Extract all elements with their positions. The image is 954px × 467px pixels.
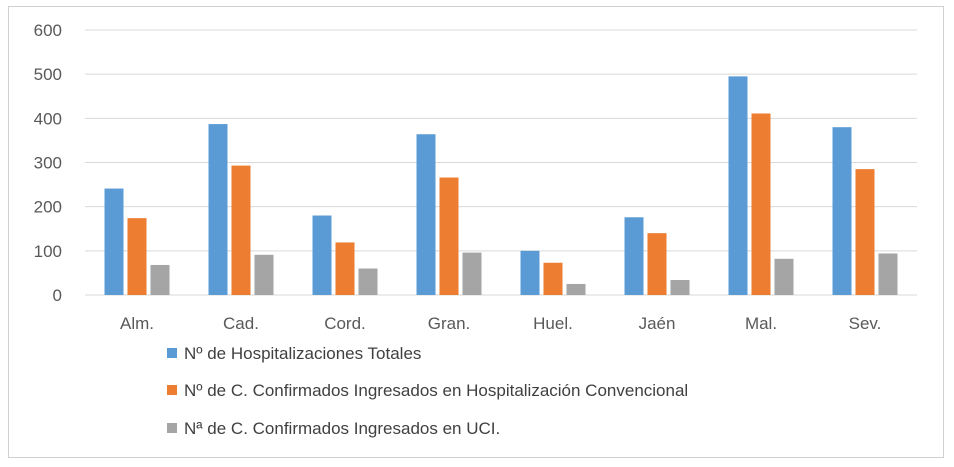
y-tick-label: 0 [53, 286, 62, 305]
legend: Nº de Hospitalizaciones Totales Nº de C. … [167, 344, 688, 438]
bars [104, 76, 898, 296]
bar-cad-series-1 [208, 124, 228, 295]
legend-swatch [167, 385, 177, 395]
bar-huel-series-1 [520, 250, 540, 295]
bar-mal-series-2 [751, 113, 771, 295]
x-tick-label: Huel. [533, 314, 573, 333]
legend-label: Nª de C. Confirmados Ingresados en UCI. [184, 419, 500, 438]
bar-alm-series-2 [127, 218, 147, 295]
y-tick-label: 100 [34, 242, 62, 261]
bar-cad-series-2 [231, 165, 251, 295]
bar-mal-series-1 [728, 76, 748, 295]
bar-alm-series-1 [104, 188, 124, 295]
y-axis-ticks: 0 100 200 300 400 500 600 [34, 21, 62, 305]
bar-gran-series-1 [416, 134, 436, 295]
x-tick-label: Gran. [428, 314, 471, 333]
bar-cord-series-1 [312, 215, 332, 295]
x-tick-label: Jaén [639, 314, 676, 333]
x-tick-label: Mal. [745, 314, 777, 333]
x-tick-label: Cad. [223, 314, 259, 333]
bar-jan-series-1 [624, 217, 644, 295]
bar-huel-series-3 [566, 283, 586, 295]
bar-mal-series-3 [774, 258, 794, 295]
bar-alm-series-3 [150, 264, 170, 295]
legend-label: Nº de Hospitalizaciones Totales [184, 344, 421, 363]
x-tick-label: Cord. [324, 314, 366, 333]
legend-swatch [167, 348, 177, 358]
bar-cord-series-3 [358, 268, 378, 295]
x-axis-ticks: Alm. Cad. Cord. Gran. Huel. Jaén Mal. Sev. [120, 314, 881, 333]
chart-frame [8, 6, 944, 458]
y-tick-label: 300 [34, 154, 62, 173]
bar-gran-series-3 [462, 252, 482, 295]
y-tick-label: 600 [34, 21, 62, 40]
x-tick-label: Sev. [849, 314, 882, 333]
y-tick-label: 400 [34, 109, 62, 128]
bar-cord-series-2 [335, 242, 355, 295]
y-tick-label: 200 [34, 198, 62, 217]
bar-gran-series-2 [439, 177, 459, 295]
x-tick-label: Alm. [120, 314, 154, 333]
bar-jan-series-3 [670, 279, 690, 295]
y-tick-label: 500 [34, 65, 62, 84]
bar-huel-series-2 [543, 262, 563, 295]
legend-swatch [167, 423, 177, 433]
bar-jan-series-2 [647, 233, 667, 295]
bar-sev-series-2 [855, 169, 875, 295]
bar-sev-series-1 [832, 127, 852, 296]
legend-label: Nº de C. Confirmados Ingresados en Hospi… [184, 381, 688, 400]
bar-sev-series-3 [878, 253, 898, 295]
bar-cad-series-3 [254, 254, 274, 295]
